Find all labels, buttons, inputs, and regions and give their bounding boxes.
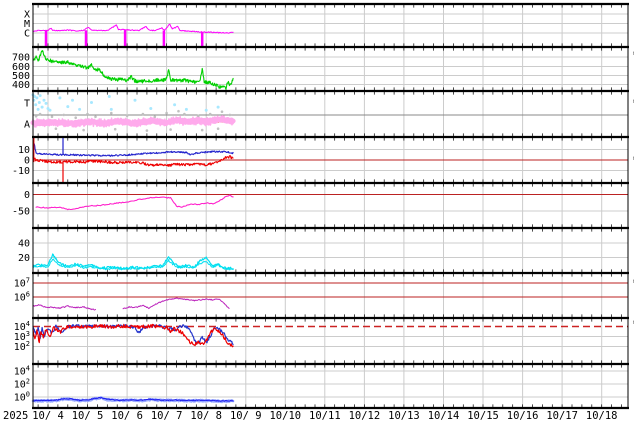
svg-text:104: 104 [14, 365, 30, 378]
svg-text:102: 102 [14, 340, 30, 353]
svg-text:rt: rt [632, 97, 634, 105]
svg-text:rt: rt [632, 277, 634, 285]
svg-text:107: 107 [14, 277, 30, 290]
svg-text:10/11: 10/11 [309, 410, 341, 422]
svg-text:10/18: 10/18 [586, 410, 618, 422]
svg-text:10/13: 10/13 [388, 410, 420, 422]
svg-text:400: 400 [12, 80, 30, 91]
svg-text:104: 104 [14, 320, 30, 333]
svg-text:103: 103 [14, 330, 30, 343]
svg-text:10/16: 10/16 [507, 410, 539, 422]
svg-text:C: C [24, 29, 30, 40]
svg-text:0: 0 [24, 156, 30, 167]
svg-text:A: A [24, 120, 30, 131]
svg-text:10/ 9: 10/ 9 [230, 410, 262, 422]
svg-text:-10: -10 [12, 166, 30, 177]
svg-text:10/ 5: 10/ 5 [72, 410, 104, 422]
svg-text:500: 500 [12, 71, 30, 82]
svg-text:100: 100 [14, 391, 30, 404]
svg-text:-50: -50 [12, 207, 30, 218]
svg-text:20: 20 [18, 253, 30, 264]
svg-text:rt: rt [632, 318, 634, 326]
svg-text:10/ 7: 10/ 7 [151, 410, 183, 422]
svg-text:0: 0 [24, 190, 30, 201]
svg-text:10/ 6: 10/ 6 [111, 410, 143, 422]
svg-text:10: 10 [18, 145, 30, 156]
svg-text:10/ 8: 10/ 8 [190, 410, 222, 422]
svg-text:10/15: 10/15 [467, 410, 499, 422]
svg-text:rt: rt [632, 154, 634, 162]
svg-text:600: 600 [12, 62, 30, 73]
svg-text:10/10: 10/10 [269, 410, 301, 422]
svg-text:10/14: 10/14 [428, 410, 460, 422]
svg-text:10/12: 10/12 [349, 410, 381, 422]
svg-text:M: M [24, 19, 30, 30]
svg-text:40: 40 [18, 239, 30, 250]
svg-text:106: 106 [14, 291, 30, 304]
svg-text:10/17: 10/17 [546, 410, 578, 422]
svg-text:10/ 4: 10/ 4 [32, 410, 64, 422]
svg-text:T: T [24, 99, 30, 110]
svg-text:102: 102 [14, 378, 30, 391]
svg-text:700: 700 [12, 53, 30, 64]
svg-text:X: X [24, 10, 30, 21]
svg-text:2025: 2025 [3, 410, 28, 422]
svg-text:rt: rt [632, 49, 634, 57]
